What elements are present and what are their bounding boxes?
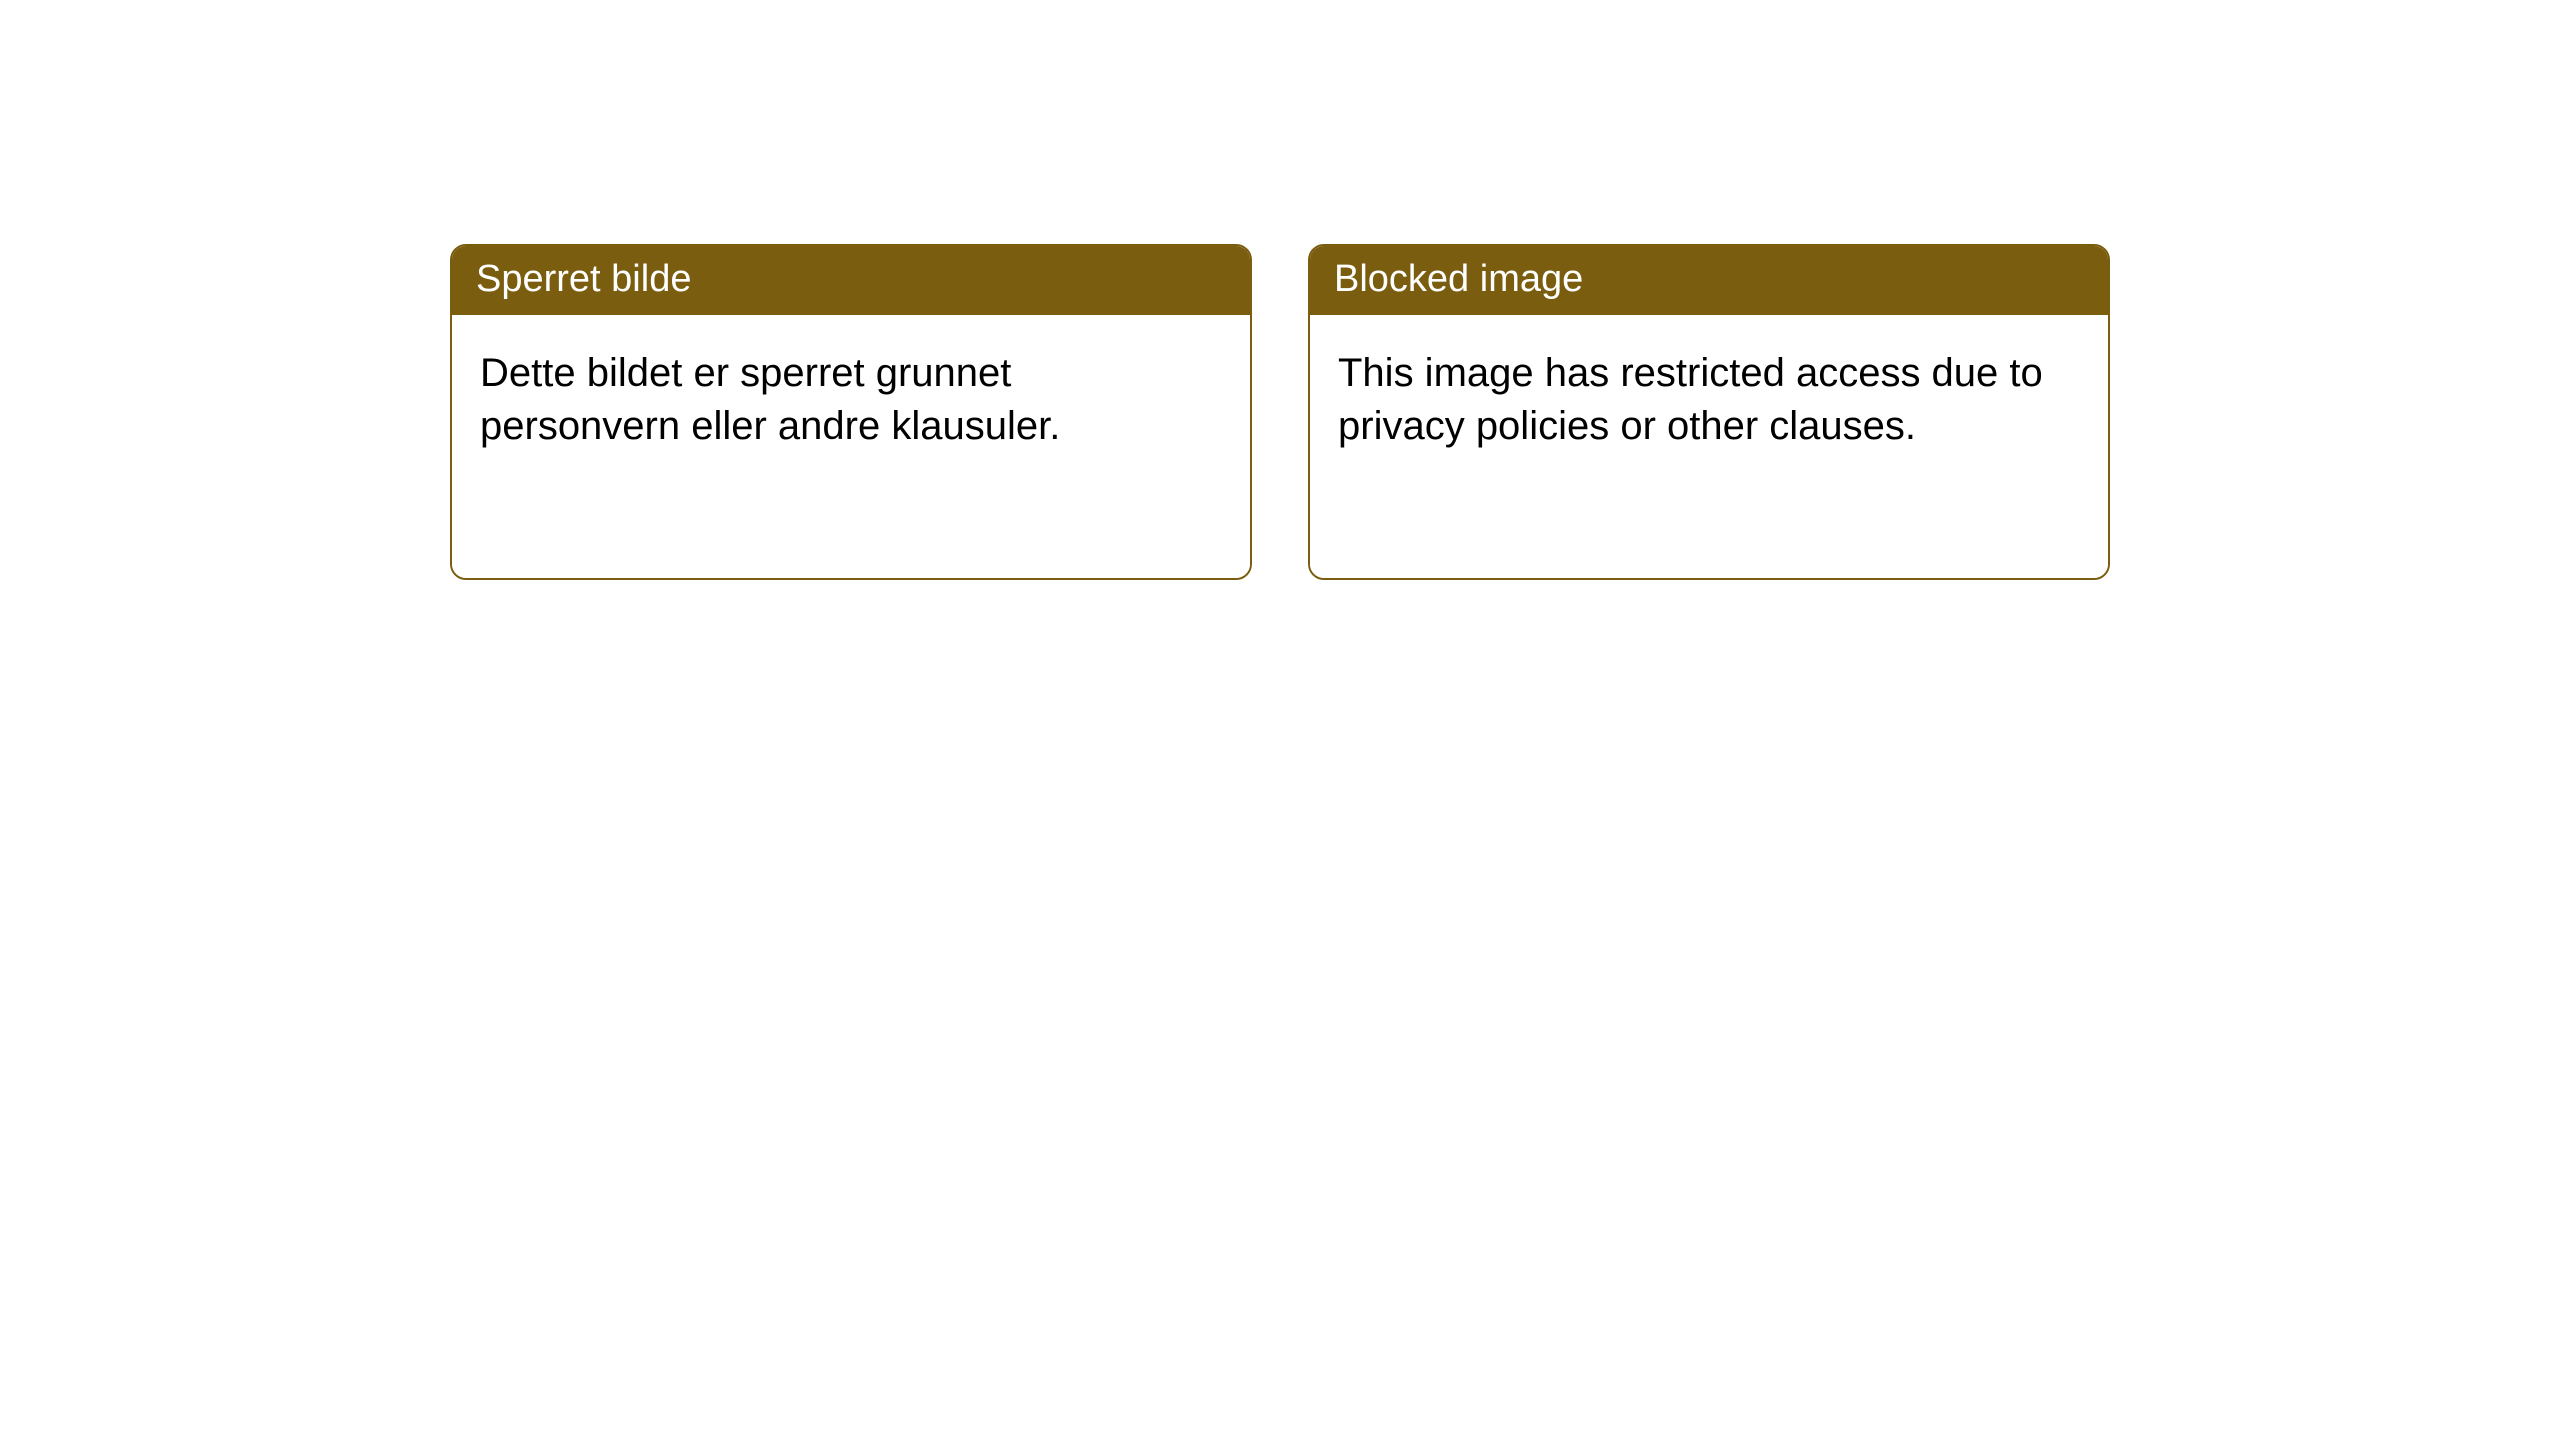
notice-card-norwegian: Sperret bilde Dette bildet er sperret gr… [450,244,1252,580]
notice-card-title: Sperret bilde [452,246,1250,315]
notice-card-english: Blocked image This image has restricted … [1308,244,2110,580]
notice-cards-container: Sperret bilde Dette bildet er sperret gr… [450,244,2110,580]
notice-card-body: Dette bildet er sperret grunnet personve… [452,315,1250,578]
notice-card-title: Blocked image [1310,246,2108,315]
notice-card-body: This image has restricted access due to … [1310,315,2108,578]
